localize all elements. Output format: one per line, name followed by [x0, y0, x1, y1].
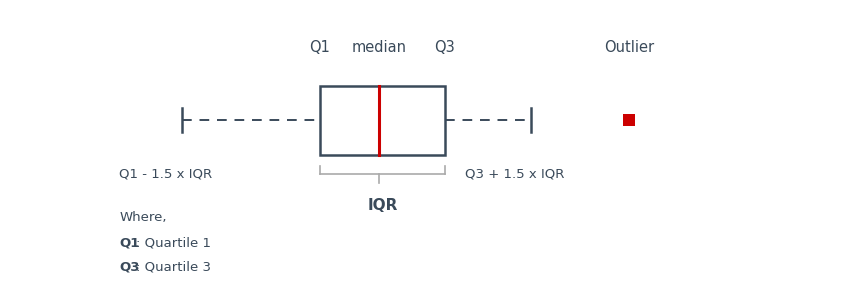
Text: Q3 + 1.5 x IQR: Q3 + 1.5 x IQR — [464, 168, 564, 181]
Text: median: median — [351, 40, 407, 55]
Text: Q1 - 1.5 x IQR: Q1 - 1.5 x IQR — [119, 168, 212, 181]
Text: Q1: Q1 — [119, 236, 139, 249]
Text: Where,: Where, — [119, 211, 166, 224]
Text: Q1: Q1 — [310, 40, 330, 55]
Text: : Quartile 1: : Quartile 1 — [136, 236, 211, 249]
Text: : Quartile 3: : Quartile 3 — [136, 261, 211, 274]
Text: Outlier: Outlier — [604, 40, 655, 55]
Text: Q3: Q3 — [435, 40, 455, 55]
Bar — [320, 86, 445, 155]
Text: Q3: Q3 — [119, 261, 140, 274]
Text: IQR: IQR — [368, 198, 397, 213]
